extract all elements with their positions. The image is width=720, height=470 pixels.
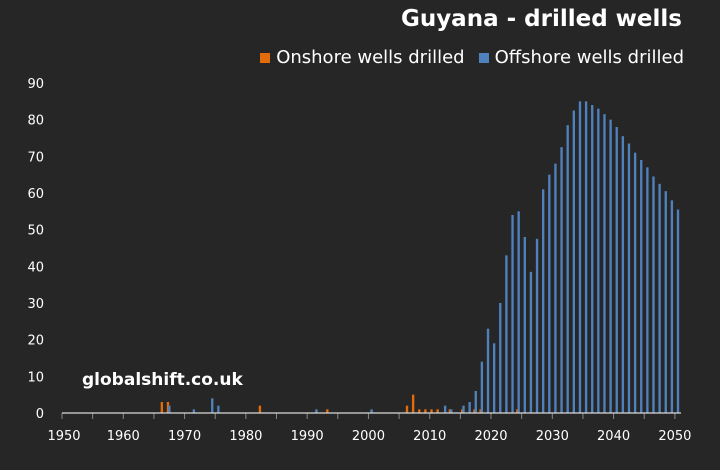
- x-tick-label: 2030: [536, 429, 569, 444]
- x-tick-label: 1950: [47, 429, 80, 444]
- bar-onshore-1982: [258, 405, 262, 413]
- bar-onshore-2024: [516, 409, 519, 413]
- bar-offshore-2043: [633, 152, 637, 413]
- bar-offshore-2044: [640, 160, 643, 413]
- x-tick-label: 1980: [229, 429, 262, 444]
- bar-offshore-2039: [609, 119, 612, 414]
- bar-offshore-2022: [505, 255, 508, 413]
- bar-offshore-2040: [615, 127, 618, 413]
- x-tick-label: 2020: [474, 429, 507, 444]
- x-tick-label: 1990: [291, 429, 324, 444]
- x-tick-label: 2040: [597, 429, 630, 444]
- bar-offshore-1991: [315, 409, 318, 413]
- bar-onshore-1993: [326, 409, 329, 413]
- bar-onshore-2011: [436, 409, 439, 413]
- bar-offshore-2036: [591, 105, 594, 413]
- bar-offshore-1971: [192, 409, 196, 413]
- legend-label: Offshore wells drilled: [494, 47, 684, 68]
- y-tick-label: 70: [27, 150, 44, 165]
- y-tick-label: 30: [27, 297, 44, 312]
- bar-onshore-2009: [424, 409, 427, 413]
- legend-swatch-onshore: [260, 52, 271, 63]
- bar-offshore-2013: [450, 409, 453, 413]
- y-tick-label: 20: [27, 334, 44, 349]
- bar-offshore-2046: [652, 176, 655, 413]
- bar-onshore-2006: [405, 405, 409, 413]
- bar-offshore-2019: [486, 328, 490, 413]
- bar-offshore-2012: [443, 405, 447, 413]
- legend-offshore: Offshore wells drilled: [478, 47, 684, 68]
- bar-offshore-2029: [548, 174, 551, 413]
- chart-title: Guyana - drilled wells: [400, 6, 682, 32]
- bar-offshore-2000: [370, 409, 373, 413]
- y-tick-label: 60: [27, 187, 44, 202]
- bar-offshore-2024: [517, 211, 520, 413]
- bar-offshore-2042: [627, 143, 631, 413]
- bar-offshore-2032: [566, 125, 569, 414]
- bar-offshore-2035: [584, 101, 588, 413]
- bar-offshore-2050: [676, 209, 680, 413]
- bar-offshore-2017: [474, 391, 477, 413]
- y-tick-label: 40: [27, 260, 44, 275]
- x-tick-label: 2010: [413, 429, 446, 444]
- legend: Onshore wells drilled Offshore wells dri…: [260, 47, 684, 68]
- bar-offshore-2049: [670, 200, 674, 413]
- bar-onshore-2017: [473, 409, 476, 413]
- bar-offshore-2038: [603, 114, 606, 414]
- bar-offshore-2015: [462, 405, 465, 413]
- bar-offshore-2034: [578, 101, 582, 413]
- bar-onshore-2018: [479, 409, 482, 413]
- y-tick-label: 50: [27, 224, 44, 239]
- bar-offshore-2031: [560, 147, 563, 413]
- bar-offshore-2021: [499, 303, 502, 413]
- bar-onshore-1966: [160, 402, 164, 413]
- bar-onshore-2015: [460, 409, 464, 413]
- bar-offshore-2037: [597, 108, 600, 414]
- bar-offshore-2025: [523, 237, 526, 413]
- bar-offshore-2047: [658, 183, 661, 413]
- bar-onshore-2007: [411, 394, 415, 413]
- x-tick-label: 2050: [658, 429, 691, 444]
- bar-offshore-2041: [621, 136, 625, 413]
- bar-offshore-2023: [511, 215, 514, 413]
- bar-onshore-2013: [448, 409, 452, 413]
- bar-offshore-1974: [211, 398, 214, 413]
- bar-offshore-2028: [542, 189, 545, 413]
- bar-offshore-2027: [535, 238, 539, 413]
- bar-offshore-2048: [664, 191, 667, 413]
- y-tick-label: 10: [27, 370, 44, 385]
- bar-offshore-2030: [554, 163, 557, 413]
- watermark: globalshift.co.uk: [82, 370, 243, 390]
- bar-offshore-2033: [572, 110, 576, 413]
- x-tick-label: 1970: [168, 429, 201, 444]
- bar-offshore-2045: [646, 167, 649, 413]
- bar-offshore-1975: [217, 405, 220, 413]
- legend-swatch-offshore: [478, 52, 489, 63]
- bar-offshore-2018: [480, 361, 484, 413]
- bar-onshore-2010: [430, 409, 433, 413]
- y-tick-label: 80: [27, 114, 44, 129]
- x-tick-label: 2000: [352, 429, 385, 444]
- x-tick-label: 1960: [107, 429, 140, 444]
- bar-offshore-1967: [168, 405, 171, 413]
- y-tick-label: 90: [27, 77, 44, 92]
- legend-onshore: Onshore wells drilled: [260, 47, 465, 68]
- y-tick-label: 0: [36, 407, 44, 422]
- bar-offshore-2016: [468, 402, 471, 413]
- bar-offshore-2020: [492, 343, 496, 413]
- bar-onshore-1967: [166, 402, 170, 413]
- bar-offshore-2026: [529, 271, 533, 413]
- bar-onshore-2008: [418, 409, 421, 413]
- legend-label: Onshore wells drilled: [276, 47, 465, 68]
